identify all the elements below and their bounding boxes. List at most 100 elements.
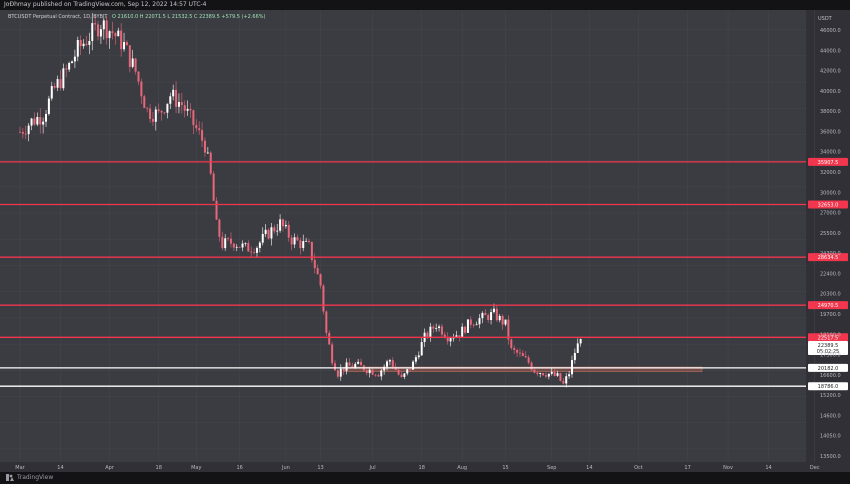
last-price-tag <box>808 340 848 355</box>
candle-body <box>573 352 576 361</box>
time-tick-label: 13 <box>317 465 323 471</box>
time-tick-label: Nov <box>723 465 733 471</box>
candle-body <box>316 268 319 275</box>
candle-body <box>238 246 241 248</box>
candle-body <box>186 108 189 111</box>
candle-body <box>360 361 363 366</box>
candle-body <box>374 374 377 376</box>
plot-area[interactable] <box>0 10 806 462</box>
candle-body <box>198 128 201 131</box>
candle-body <box>59 79 62 89</box>
candle-body <box>336 370 339 377</box>
published-bar: JoĐhmay published on TradingView.com, Se… <box>0 0 850 10</box>
candle-body <box>172 89 175 97</box>
candle-body <box>102 20 105 30</box>
price-tick-label: 14050.0 <box>820 434 841 440</box>
candle-body <box>195 125 198 129</box>
price-tick-label: 14600.0 <box>820 413 841 419</box>
price-tick-label: 34000.0 <box>820 150 841 156</box>
price-tick-label: 19700.0 <box>820 312 841 318</box>
candle-body <box>284 224 287 227</box>
price-tick-label: 27000.0 <box>820 211 841 217</box>
candle-body <box>533 369 536 373</box>
candle-body <box>484 312 487 316</box>
candle-body <box>507 319 510 340</box>
candle-body <box>420 342 423 356</box>
candle-body <box>383 366 386 371</box>
candle-body <box>313 260 316 269</box>
candle-body <box>235 246 238 248</box>
candle-body <box>76 40 79 57</box>
time-tick-label: May <box>191 465 201 471</box>
candle-body <box>403 373 406 377</box>
candle-body <box>339 368 342 377</box>
candle-body <box>449 338 452 342</box>
time-tick-label: 17 <box>684 465 690 471</box>
time-tick-label: Sep <box>547 465 556 471</box>
candle-body <box>348 362 351 366</box>
candle-body <box>544 375 547 377</box>
candle-body <box>62 68 65 89</box>
candle-body <box>518 352 521 354</box>
candle-body <box>50 86 53 99</box>
candle-body <box>290 237 293 245</box>
candle-body <box>33 118 36 125</box>
price-ticks: 46000.0 44000.0 42000.0 40000.0 38000.0 36000… <box>820 28 841 460</box>
candle-body <box>45 113 48 122</box>
tradingview-logo-icon <box>6 474 14 481</box>
time-tick-label: Aug <box>457 465 467 471</box>
candle-body <box>550 371 553 374</box>
candle-body <box>99 29 102 37</box>
legend-symbol: BTCUSDT Perpetual Contract, 1D, BYBIT <box>8 14 108 20</box>
countdown-label: 05:02:25 <box>817 349 839 355</box>
candle-body <box>151 118 154 122</box>
candle-body <box>576 343 579 353</box>
candle-body <box>42 121 45 125</box>
candle-body <box>542 373 545 376</box>
candle-body <box>481 312 484 319</box>
horizontal-levels[interactable]: 35907.5 32653.0 28634.5 24970.5 22517.5 20182… <box>0 157 848 391</box>
candle-body <box>490 312 493 321</box>
time-axis[interactable] <box>0 462 850 472</box>
candle-body <box>492 308 495 313</box>
candle-body <box>221 236 224 249</box>
candle-body <box>539 373 542 374</box>
candle-body <box>180 102 183 106</box>
candle-body <box>414 357 417 362</box>
candle-body <box>409 369 412 371</box>
candle-body <box>169 96 172 104</box>
candle-body <box>455 335 458 338</box>
candle-body <box>39 116 42 125</box>
candle-body <box>342 368 345 371</box>
candle-body <box>516 349 519 353</box>
candle-body <box>443 334 446 338</box>
candle-body <box>94 23 97 25</box>
candle-body <box>36 116 39 125</box>
time-tick-label: Mar <box>15 465 25 471</box>
price-tick-label: 13500.0 <box>820 454 841 460</box>
price-chart[interactable]: 35907.5 32653.0 28634.5 24970.5 22517.5 20182… <box>0 10 850 472</box>
candle-body <box>65 68 68 70</box>
candle-body <box>137 71 140 82</box>
candle-body <box>85 43 88 45</box>
candle-body <box>513 348 516 350</box>
price-tick-label: 15200.0 <box>820 393 841 399</box>
level-tag <box>808 200 848 209</box>
candle-body <box>229 238 232 244</box>
level-tag-label: 20182.0 <box>818 366 839 372</box>
candle-body <box>224 238 227 249</box>
time-tick-label: Jul <box>369 465 376 471</box>
candle-body <box>183 105 186 111</box>
candle-body <box>547 373 550 377</box>
time-ticks: Mar 14 Apr 18 May 16 Jun 13 Jul 18 Aug 15 Sep 14 Oct 17… <box>15 465 820 471</box>
candle-body <box>258 242 261 248</box>
candle-body <box>227 238 230 240</box>
candle-body <box>365 370 368 374</box>
candle-body <box>568 374 571 377</box>
candle-body <box>446 337 449 342</box>
candle-body <box>123 42 126 50</box>
candle-body <box>345 362 348 371</box>
level-tag <box>808 363 848 372</box>
candle-body <box>530 362 533 370</box>
